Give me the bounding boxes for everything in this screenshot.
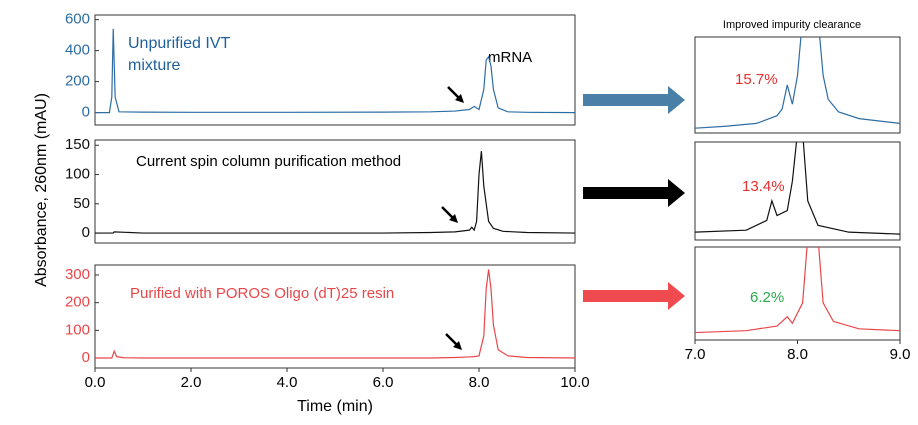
y-tick-label: 600	[65, 11, 90, 28]
y-tick-label: 50	[73, 195, 90, 212]
annotation: Unpurified IVT	[128, 35, 230, 52]
x-tick-label: 10.0	[560, 374, 589, 391]
trace	[695, 247, 900, 334]
pointer-arrow-head	[453, 341, 462, 350]
big-arrow	[583, 86, 685, 114]
y-tick-label: 100	[65, 165, 90, 182]
y-tick-label: 150	[65, 136, 90, 153]
y-tick-label: 0	[82, 224, 90, 241]
panel-frame	[94, 139, 576, 244]
trace	[695, 142, 900, 235]
panel-frame	[694, 141, 901, 241]
x-tick-label: 0.0	[85, 374, 106, 391]
annotation: 13.4%	[742, 178, 785, 195]
x-tick-label: 8.0	[469, 374, 490, 391]
pointer-arrow-head	[455, 94, 464, 103]
arrows	[441, 86, 685, 350]
big-arrow	[583, 282, 685, 310]
y-tick-label: 0	[82, 104, 90, 121]
annotation: Current spin column purification method	[136, 153, 401, 170]
panel-frame	[694, 36, 901, 134]
annotation: 6.2%	[750, 289, 784, 306]
x-tick-label: 2.0	[181, 374, 202, 391]
trace	[95, 269, 575, 359]
panel-frame	[94, 14, 576, 126]
y-tick-label: 400	[65, 42, 90, 59]
annotation: 15.7%	[735, 71, 778, 88]
pointer-arrow-head	[449, 214, 458, 223]
y-tick-label: 200	[65, 294, 90, 311]
panel-frame	[94, 264, 576, 369]
y-tick-label: 300	[65, 266, 90, 283]
trace	[695, 37, 900, 129]
big-arrow	[583, 179, 685, 207]
x-tick-label: 9.0	[890, 346, 911, 363]
x-tick-label: 7.0	[685, 346, 706, 363]
panel-frame	[694, 246, 901, 341]
x-tick-label: 4.0	[277, 374, 298, 391]
annotation: mRNA	[488, 49, 532, 66]
trace	[95, 151, 575, 234]
trace	[95, 28, 575, 114]
x-axis-label: Time (min)	[297, 398, 373, 415]
y-tick-label: 0	[82, 349, 90, 366]
annotation: mixture	[128, 57, 181, 74]
x-tick-label: 8.0	[787, 346, 808, 363]
panel-title: Improved impurity clearance	[723, 19, 861, 31]
x-tick-label: 6.0	[373, 374, 394, 391]
y-tick-label: 200	[65, 73, 90, 90]
y-tick-label: 100	[65, 321, 90, 338]
annotation: Purified with POROS Oligo (dT)25 resin	[130, 285, 394, 302]
y-axis-label: Absorbance, 260nm (mAU)	[33, 93, 50, 287]
